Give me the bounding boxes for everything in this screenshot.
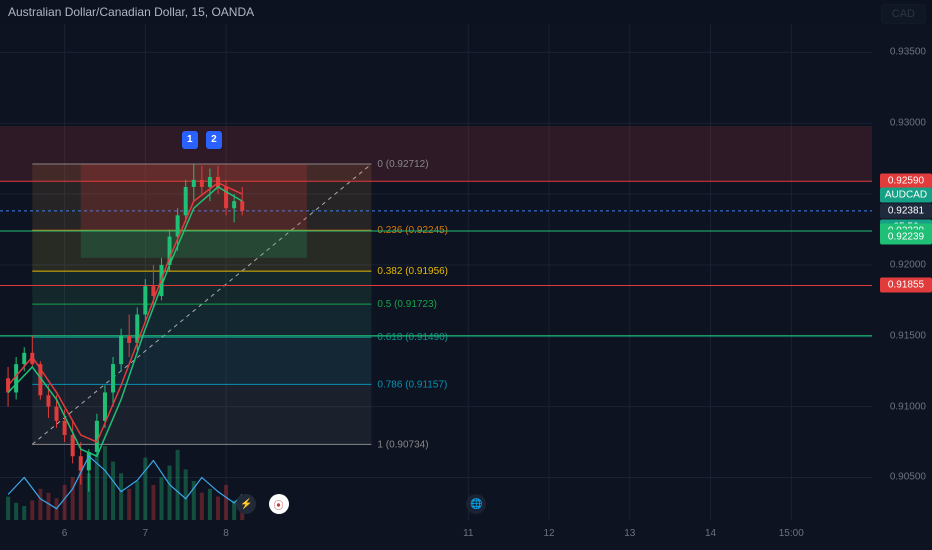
y-tick-label: 0.93500 xyxy=(890,47,926,58)
x-tick-label: 14 xyxy=(705,528,716,539)
price-tag: 0.91855 xyxy=(880,278,932,293)
wave-marker[interactable]: 1 xyxy=(182,131,198,149)
svg-text:0.786 (0.91157): 0.786 (0.91157) xyxy=(377,379,447,390)
y-tick-label: 0.91000 xyxy=(890,401,926,412)
y-tick-label: 0.91500 xyxy=(890,330,926,341)
x-tick-label: 7 xyxy=(143,528,149,539)
y-tick-label: 0.90500 xyxy=(890,472,926,483)
symbol-tag: AUDCAD xyxy=(880,187,932,202)
y-tick-label: 0.92000 xyxy=(890,259,926,270)
chart-title: Australian Dollar/Canadian Dollar, 15, O… xyxy=(8,5,254,19)
svg-text:0.5 (0.91723): 0.5 (0.91723) xyxy=(377,299,437,310)
svg-text:0.618 (0.91490): 0.618 (0.91490) xyxy=(377,332,448,343)
chart-container: Australian Dollar/Canadian Dollar, 15, O… xyxy=(0,0,932,550)
x-tick-label: 15:00 xyxy=(779,528,804,539)
svg-text:0 (0.92712): 0 (0.92712) xyxy=(377,159,428,170)
plot-area[interactable]: 0 (0.92712)0.236 (0.92245)0.382 (0.91956… xyxy=(0,24,872,520)
x-tick-label: 11 xyxy=(463,528,473,539)
price-tag: 0.92239 xyxy=(880,229,932,244)
x-tick-label: 6 xyxy=(62,528,68,539)
svg-text:0.382 (0.91956): 0.382 (0.91956) xyxy=(377,266,448,277)
chart-header: Australian Dollar/Canadian Dollar, 15, O… xyxy=(0,0,932,24)
x-axis: 6 7 8 11 12 13 14 15:00 xyxy=(0,520,872,550)
wave-marker[interactable]: 2 xyxy=(206,131,222,149)
y-axis: 0.905000.910000.915000.920000.925000.930… xyxy=(872,24,932,520)
svg-text:1 (0.90734): 1 (0.90734) xyxy=(377,439,428,450)
record-icon[interactable]: ⦿ xyxy=(269,494,289,514)
x-tick-label: 8 xyxy=(223,528,229,539)
x-tick-label: 13 xyxy=(624,528,635,539)
x-tick-label: 12 xyxy=(543,528,554,539)
price-tag: 0.92381 xyxy=(880,203,932,218)
chart-svg: 0 (0.92712)0.236 (0.92245)0.382 (0.91956… xyxy=(0,24,872,520)
y-tick-label: 0.93000 xyxy=(890,118,926,129)
